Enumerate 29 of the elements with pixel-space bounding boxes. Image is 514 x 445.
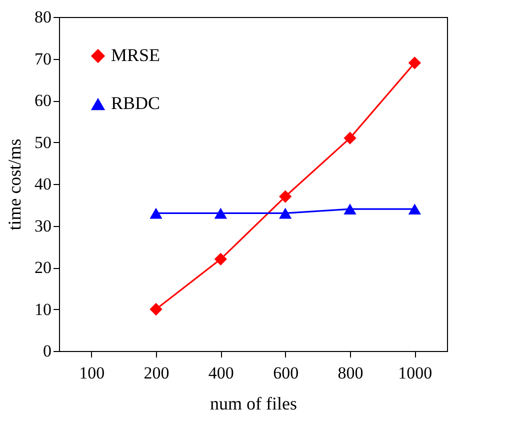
point	[408, 204, 421, 215]
y-tick-label: 10	[34, 300, 52, 319]
y-tick-label: 80	[34, 8, 52, 26]
point	[214, 208, 227, 219]
legend-label: MRSE	[111, 45, 160, 65]
y-tick-label: 30	[34, 216, 52, 236]
x-tick-label: 400	[208, 364, 234, 382]
point	[150, 208, 162, 219]
y-tick-label: 70	[34, 49, 52, 68]
legend-label: RBDC	[111, 93, 160, 113]
point	[344, 204, 356, 215]
x-tick-label: 200	[144, 364, 170, 382]
x-tick-label: 1000	[398, 364, 432, 382]
point	[279, 190, 292, 203]
x-tick-label: 100	[79, 364, 105, 382]
y-tick-label: 60	[34, 91, 52, 110]
y-axis-title: time cost/ms	[4, 138, 24, 230]
y-tick-label: 0	[43, 342, 52, 360]
x-axis-title: num of files	[210, 394, 297, 414]
y-tick-label: 40	[34, 174, 52, 194]
point	[279, 208, 292, 219]
y-tick-label: 50	[34, 132, 52, 152]
y-tick-label: 20	[34, 258, 52, 277]
point	[344, 132, 356, 144]
x-tick-label: 800	[338, 364, 364, 382]
point	[214, 252, 227, 266]
x-tick-label: 600	[273, 364, 299, 382]
point	[408, 56, 421, 70]
point	[150, 302, 162, 316]
